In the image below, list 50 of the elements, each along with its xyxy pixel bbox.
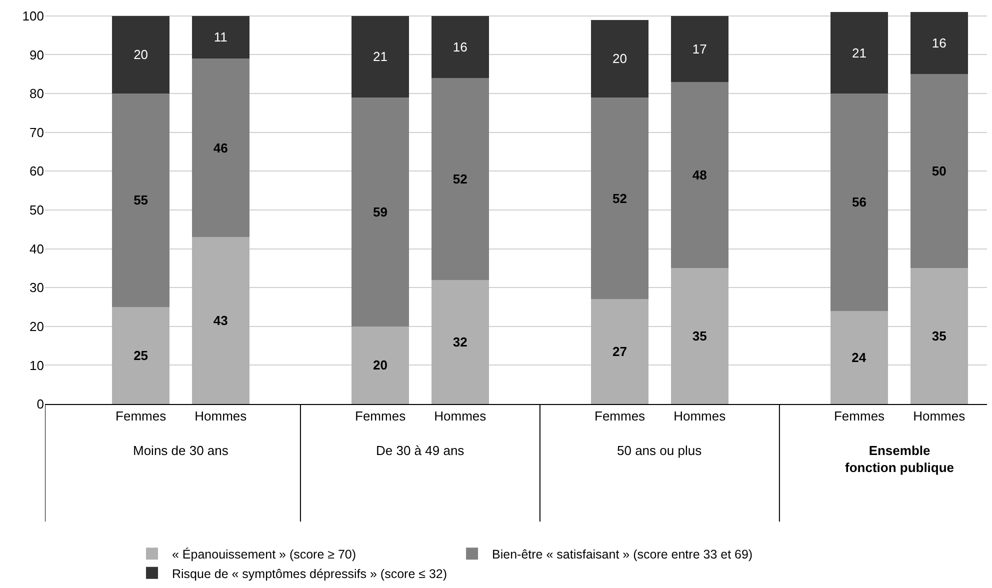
legend-label: Risque de « symptômes dépressifs » (score ≤ 32) <box>172 566 448 581</box>
y-tick-label: 60 <box>30 164 44 179</box>
x-tick-label: Hommes <box>674 408 726 424</box>
data-label: 59 <box>373 204 388 220</box>
text: Moins de 30 ans <box>133 443 229 458</box>
data-label: 21 <box>852 45 867 60</box>
x-tick-label: Femmes <box>116 408 167 424</box>
text: De 30 à 49 ans <box>376 443 465 458</box>
y-tick-label: 80 <box>30 86 44 102</box>
x-tick-label: Hommes <box>434 408 487 424</box>
data-label: 16 <box>932 36 946 51</box>
data-label: 20 <box>373 358 388 373</box>
data-label: 56 <box>852 194 867 210</box>
data-label: 46 <box>213 140 228 156</box>
x-tick-label: Femmes <box>594 408 646 424</box>
text: Ensemble fonction publique <box>845 443 954 475</box>
y-tick-label: 10 <box>30 358 44 373</box>
y-tick-label: 0 <box>36 396 44 412</box>
data-label: 35 <box>932 328 946 344</box>
y-tick-label: 50 <box>30 202 44 218</box>
y-tick-label: 70 <box>30 124 44 140</box>
x-tick-label: Hommes <box>913 408 966 424</box>
data-label: 27 <box>612 344 628 360</box>
text: 50 ans ou plus <box>617 443 702 458</box>
y-tick-label: 30 <box>30 280 44 296</box>
y-tick-label: 40 <box>30 241 44 256</box>
legend-label: Bien-être « satisfaisant » (score entre 33 et 69) <box>492 548 753 562</box>
data-label: 20 <box>134 47 148 62</box>
data-label: 43 <box>213 313 228 328</box>
data-label: 17 <box>692 41 707 56</box>
data-label: 32 <box>452 334 468 350</box>
data-label: 24 <box>852 350 867 365</box>
y-tick-label: 100 <box>22 8 44 24</box>
data-label: 48 <box>692 168 707 183</box>
data-label: 50 <box>932 164 946 179</box>
data-label: 52 <box>612 190 628 206</box>
x-tick-label: Femmes <box>355 408 406 424</box>
data-label: 16 <box>452 39 468 54</box>
data-label: 11 <box>214 30 228 45</box>
x-tick-label: Femmes <box>834 408 886 424</box>
data-label: 55 <box>134 192 148 208</box>
data-label: 20 <box>612 51 628 66</box>
x-tick-label: Hommes <box>194 408 248 424</box>
y-tick-label: 90 <box>30 47 44 62</box>
data-label: 25 <box>134 348 148 363</box>
data-label: 52 <box>452 171 468 186</box>
legend-label: « Épanouissement » (score ≥ 70) <box>172 548 356 562</box>
data-label: 35 <box>692 328 707 344</box>
data-label: 21 <box>373 49 388 64</box>
y-tick-label: 20 <box>30 318 44 334</box>
